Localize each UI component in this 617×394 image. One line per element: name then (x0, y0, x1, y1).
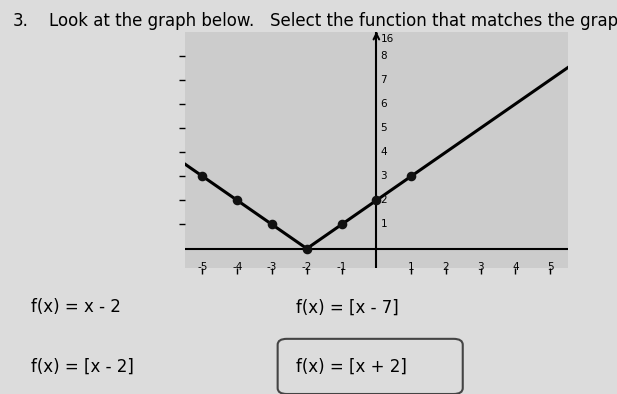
Text: 5: 5 (547, 262, 553, 272)
Point (302, 245, 312, 252)
Text: 4: 4 (381, 147, 387, 157)
Text: 2: 2 (442, 262, 449, 272)
Point (233, 197, 242, 204)
Text: -4: -4 (232, 262, 242, 272)
Text: -1: -1 (336, 262, 347, 272)
Text: 7: 7 (381, 75, 387, 85)
Text: 3: 3 (478, 262, 484, 272)
Text: Look at the graph below.   Select the function that matches the graph.: Look at the graph below. Select the func… (49, 12, 617, 30)
Text: 4: 4 (512, 262, 519, 272)
Point (406, 173, 416, 179)
Text: 16: 16 (381, 34, 394, 44)
Point (337, 221, 347, 228)
Text: 1: 1 (408, 262, 415, 272)
Point (371, 197, 381, 204)
Text: 5: 5 (381, 123, 387, 133)
Text: -5: -5 (197, 262, 208, 272)
Text: 3: 3 (381, 171, 387, 181)
Text: 8: 8 (381, 51, 387, 61)
Text: 6: 6 (381, 99, 387, 109)
Text: f(x) = [x - 2]: f(x) = [x - 2] (31, 357, 134, 375)
Text: 3.: 3. (12, 12, 28, 30)
Text: 1: 1 (381, 219, 387, 229)
Point (197, 173, 207, 179)
Text: 2: 2 (381, 195, 387, 205)
Point (267, 221, 277, 228)
Text: f(x) = [x + 2]: f(x) = [x + 2] (296, 357, 407, 375)
Text: -2: -2 (302, 262, 312, 272)
Text: f(x) = x - 2: f(x) = x - 2 (31, 298, 121, 316)
Text: -3: -3 (267, 262, 277, 272)
Text: f(x) = [x - 7]: f(x) = [x - 7] (296, 298, 399, 316)
